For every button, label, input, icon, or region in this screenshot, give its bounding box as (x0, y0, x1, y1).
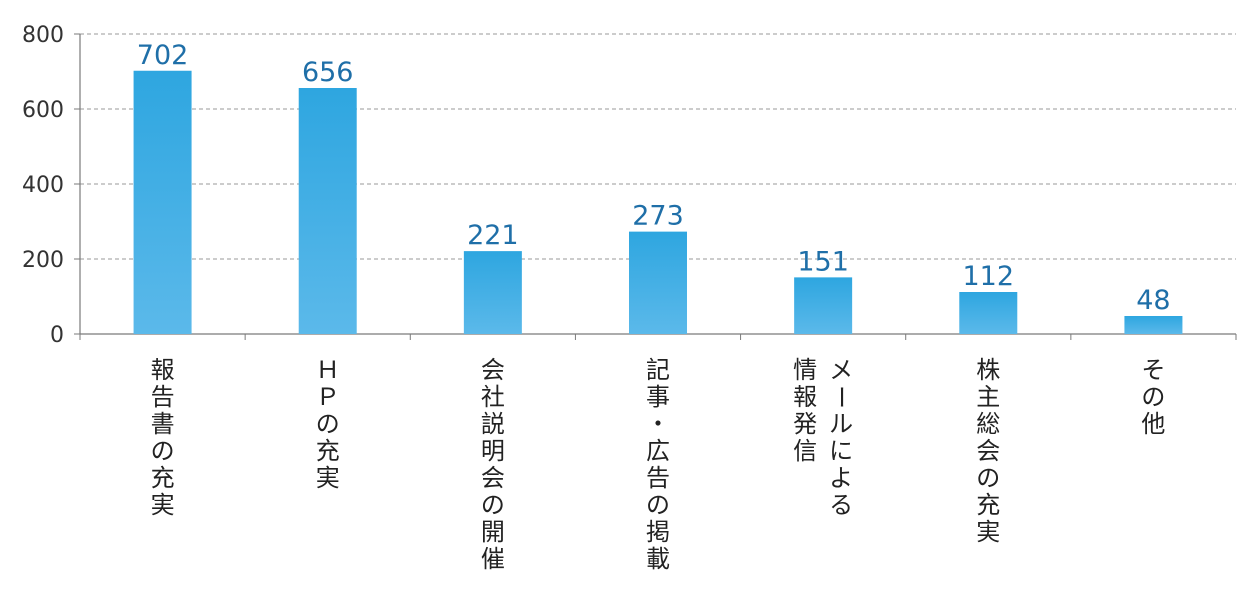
category-label-char: の (316, 410, 340, 438)
y-tick-label: 0 (50, 323, 64, 348)
category-label-char: 信 (793, 437, 817, 465)
category-label-char: 主 (976, 383, 1000, 411)
category-label-char: 実 (151, 491, 175, 519)
bar (298, 88, 357, 334)
category-label-char: 会 (976, 437, 1000, 465)
category-label-char: 報 (151, 356, 175, 384)
data-labels: 702 656 221 273 151 112 48 (137, 40, 1171, 316)
category-label-char: の (151, 437, 175, 465)
category-label-char: ル (829, 410, 853, 438)
category-labels: 報告書の充実ＨＰの充実会社説明会の開催記事・広告の掲載メールによる情報発信株主総… (151, 356, 1166, 573)
category-label-char: 充 (151, 464, 175, 492)
category-label-char: 実 (976, 518, 1000, 546)
category-label-char: 実 (316, 464, 340, 492)
category-label-char: の (976, 464, 1000, 492)
category-label-char: 会 (481, 356, 505, 384)
category-label-char: 書 (151, 410, 175, 438)
y-tick-label: 200 (22, 248, 64, 273)
category-label-char: メ (829, 356, 853, 384)
category-label-char: 広 (646, 437, 670, 465)
data-label: 48 (1136, 285, 1170, 316)
bar (1124, 316, 1183, 334)
category-label-char: 社 (481, 383, 505, 411)
category-label-char: る (829, 491, 853, 519)
data-label: 702 (137, 40, 189, 71)
category-label-char: 他 (1141, 410, 1165, 438)
category-label-char: 発 (793, 410, 817, 438)
bars (133, 70, 1183, 334)
category-label-char: 明 (481, 437, 505, 465)
category-label-char: 告 (646, 464, 670, 492)
y-tick-label: 400 (22, 173, 64, 198)
category-label-char: 告 (151, 383, 175, 411)
data-label: 656 (302, 57, 354, 88)
category-label-char: 掲 (646, 518, 670, 546)
category-label-char: 情 (793, 356, 817, 384)
category-label-char: 説 (481, 410, 505, 438)
category-label-char: 事 (646, 383, 670, 411)
category-label-char: Ｐ (316, 383, 340, 411)
category-label-char: そ (1141, 356, 1165, 384)
y-tick-label: 800 (22, 23, 64, 48)
bar (794, 277, 853, 334)
data-label: 112 (963, 261, 1015, 292)
data-label: 221 (467, 220, 519, 251)
data-label: 151 (797, 246, 849, 277)
y-tick-label: 600 (22, 98, 64, 123)
category-label-char: よ (829, 464, 853, 492)
category-label-char: 記 (646, 356, 670, 384)
bar (629, 231, 687, 334)
category-label-char: 報 (793, 383, 817, 411)
bar (133, 70, 192, 334)
bar (959, 292, 1018, 334)
bar (463, 251, 522, 334)
category-label-char: 会 (481, 464, 505, 492)
category-label-char: 開 (481, 518, 505, 546)
category-label-char: ー (827, 385, 855, 409)
category-label-char: に (829, 437, 853, 465)
data-label: 273 (632, 201, 684, 232)
category-label-char: 充 (976, 491, 1000, 519)
category-label-char: 充 (316, 437, 340, 465)
category-label-char: の (646, 491, 670, 519)
category-label-char: 株 (976, 356, 1000, 384)
category-label-char: 総 (976, 410, 1000, 438)
category-label-char: Ｈ (316, 356, 340, 384)
category-label-char: の (481, 491, 505, 519)
category-label-char: 催 (481, 545, 505, 573)
category-label-char: ・ (646, 410, 670, 438)
category-label-char: 載 (646, 545, 670, 573)
category-label-char: の (1141, 383, 1165, 411)
